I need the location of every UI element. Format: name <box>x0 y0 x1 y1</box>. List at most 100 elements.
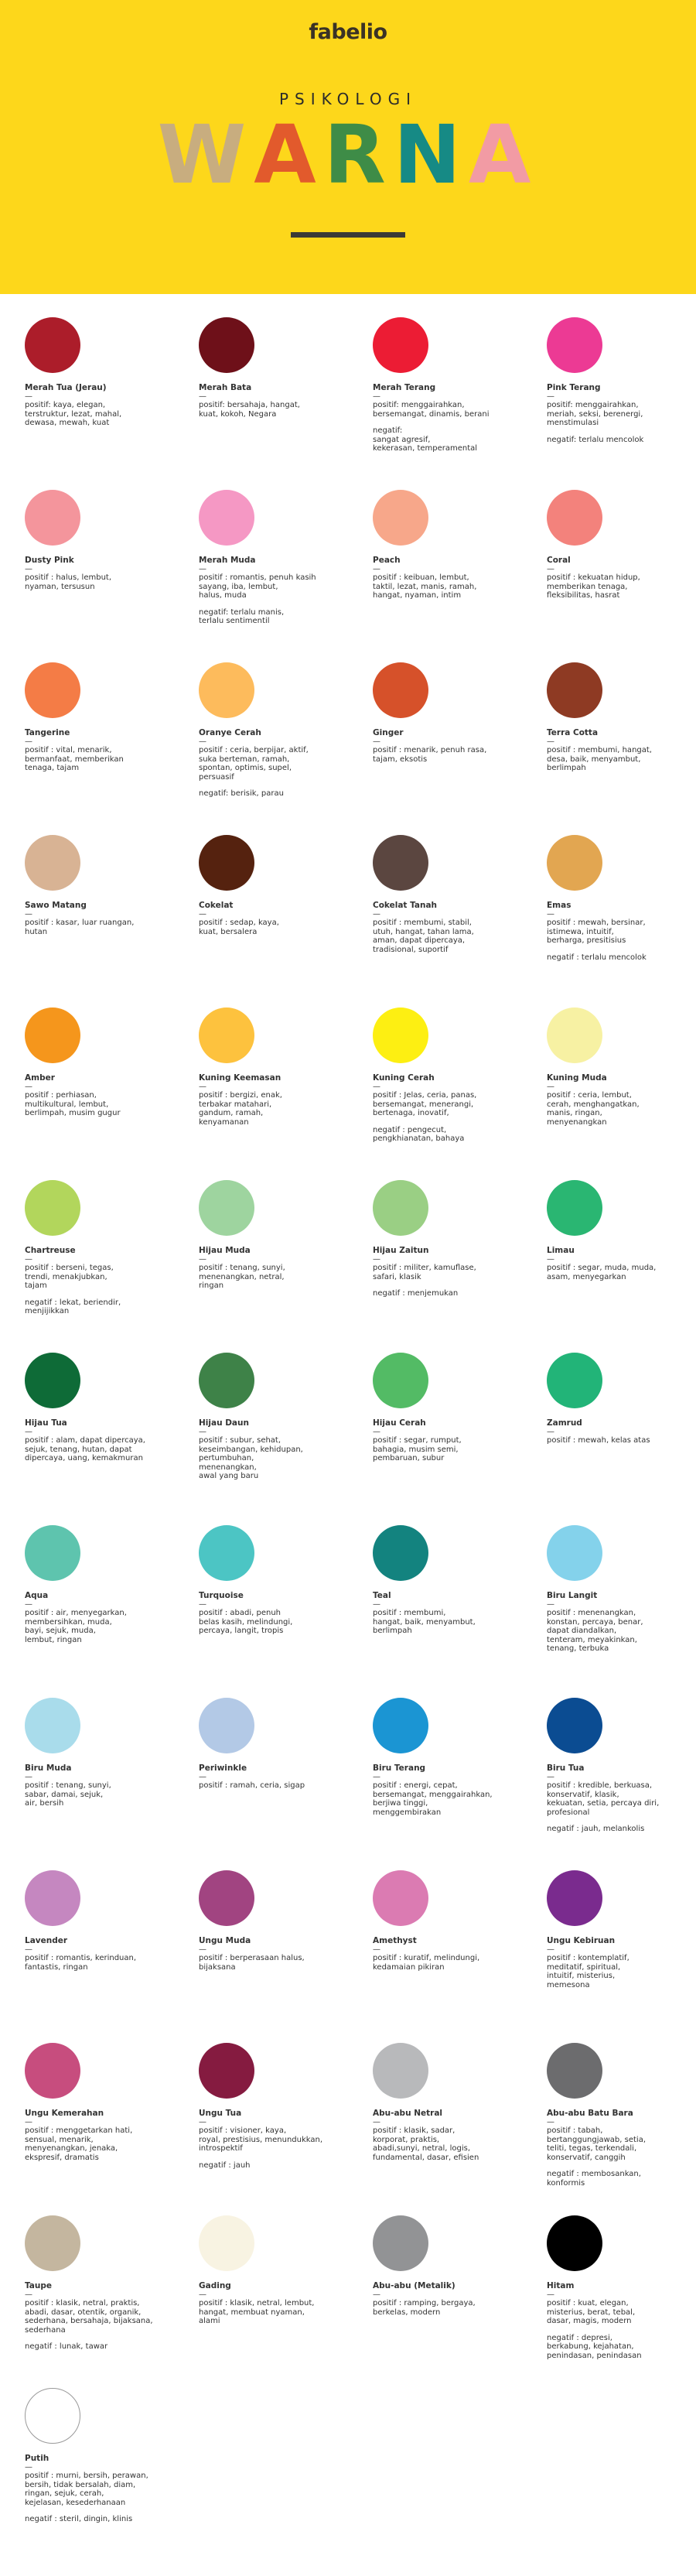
name-divider: — <box>25 1255 32 1264</box>
page-title: WARNA <box>0 115 696 195</box>
color-card: Zamrud — positif : mewah, kelas atas <box>547 1353 696 1445</box>
name-divider: — <box>373 1083 380 1091</box>
color-swatch <box>25 2388 80 2444</box>
color-name: Biru Muda <box>25 1764 72 1773</box>
positive-traits: positif : tenang, sunyi, menenangkan, ne… <box>199 1264 285 1290</box>
name-divider: — <box>373 1600 380 1609</box>
name-divider: — <box>547 1255 554 1264</box>
color-card: Kuning Cerah — positif : Jelas, ceria, pan… <box>373 1007 535 1144</box>
color-card: Abu-abu Batu Bara — positif : tabah, berta… <box>547 2043 696 2188</box>
name-divider: — <box>547 2290 554 2299</box>
name-divider: — <box>373 2290 380 2299</box>
positive-traits: positif : romantis, penuh kasih sayang, … <box>199 573 316 600</box>
color-swatch <box>25 2043 80 2099</box>
negative-traits: negatif : terlalu mencolok <box>547 953 647 962</box>
color-name: Kuning Keemasan <box>199 1073 281 1083</box>
color-name: Hijau Muda <box>199 1246 251 1255</box>
color-card: Cokelat — positif : sedap, kaya, kuat, ber… <box>199 835 361 936</box>
color-grid <box>0 294 696 316</box>
title-underline <box>291 232 405 238</box>
positive-traits: positif : murni, bersih, perawan, bersih… <box>25 2472 148 2507</box>
header-banner: fabelio PSIKOLOGI WARNA <box>0 0 696 294</box>
color-card: Abu-abu (Metalik) — positif : ramping, ber… <box>373 2215 535 2317</box>
color-swatch <box>25 490 80 546</box>
color-name: Peach <box>373 556 401 565</box>
name-divider: — <box>25 1428 32 1436</box>
color-name: Oranye Cerah <box>199 728 261 737</box>
color-name: Chartreuse <box>25 1246 76 1255</box>
positive-traits: positif : berperasaan halus, bijaksana <box>199 1954 305 1972</box>
color-swatch <box>199 490 254 546</box>
color-name: Taupe <box>25 2281 53 2290</box>
color-card: Ungu Muda — positif : berperasaan halus, b… <box>199 1870 361 1972</box>
name-divider: — <box>547 1600 554 1609</box>
name-divider: — <box>199 1255 206 1264</box>
negative-traits: negatif : jauh, melankolis <box>547 1825 645 1833</box>
color-card: Abu-abu Netral — positif : klasik, sadar, … <box>373 2043 535 2162</box>
color-card: Hijau Muda — positif : tenang, sunyi, mene… <box>199 1180 361 1291</box>
color-name: Hijau Cerah <box>373 1418 426 1428</box>
color-card: Hijau Cerah — positif : segar, rumput, bah… <box>373 1353 535 1463</box>
color-name: Aqua <box>25 1591 49 1600</box>
color-swatch <box>547 1007 602 1063</box>
name-divider: — <box>199 2118 206 2126</box>
positive-traits: positif : abadi, penuh belas kasih, meli… <box>199 1609 293 1635</box>
positive-traits: positif : menggetarkan hati, sensual, me… <box>25 2126 133 2162</box>
title-letter: A <box>468 108 539 202</box>
color-name: Merah Bata <box>199 383 252 392</box>
color-swatch <box>199 1353 254 1408</box>
name-divider: — <box>547 2118 554 2126</box>
positive-traits: positif : militer, kamuflase, safari, kl… <box>373 1264 476 1281</box>
name-divider: — <box>373 1428 380 1436</box>
name-divider: — <box>373 565 380 573</box>
name-divider: — <box>199 1600 206 1609</box>
negative-traits: negatif : lunak, tawar <box>25 2342 108 2351</box>
name-divider: — <box>547 1773 554 1781</box>
color-name: Ungu Kebiruan <box>547 1936 616 1945</box>
name-divider: — <box>25 392 32 401</box>
color-swatch <box>547 2043 602 2099</box>
color-name: Teal <box>373 1591 391 1600</box>
color-card: Dusty Pink — positif : halus, lembut, nyam… <box>25 490 187 591</box>
color-name: Emas <box>547 901 571 910</box>
color-name: Zamrud <box>547 1418 582 1428</box>
negative-traits: negatif : steril, dingin, klinis <box>25 2515 133 2523</box>
color-card: Merah Bata — positif: bersahaja, hangat, k… <box>199 317 361 419</box>
positive-traits: positif : tabah, bertanggungjawab, setia… <box>547 2126 647 2162</box>
color-name: Cokelat <box>199 901 234 910</box>
color-swatch <box>547 1353 602 1408</box>
name-divider: — <box>373 1945 380 1954</box>
positive-traits: positif : segar, rumput, bahagia, musim … <box>373 1436 462 1462</box>
name-divider: — <box>373 910 380 919</box>
color-card: Putih — positif : murni, bersih, perawan, … <box>25 2388 187 2524</box>
name-divider: — <box>199 1945 206 1954</box>
color-card: Oranye Cerah — positif : ceria, berpijar, … <box>199 662 361 799</box>
color-swatch <box>547 490 602 546</box>
color-name: Dusty Pink <box>25 556 74 565</box>
name-divider: — <box>547 1083 554 1091</box>
positive-traits: positif : kasar, luar ruangan, hutan <box>25 919 135 936</box>
color-name: Hitam <box>547 2281 575 2290</box>
name-divider: — <box>199 910 206 919</box>
color-card: Cokelat Tanah — positif : membumi, stabil,… <box>373 835 535 954</box>
color-name: Abu-abu (Metalik) <box>373 2281 455 2290</box>
color-card: Merah Muda — positif : romantis, penuh kas… <box>199 490 361 626</box>
color-card: Ginger — positif : menarik, penuh rasa, ta… <box>373 662 535 764</box>
positive-traits: positif : klasik, netral, lembut, hangat… <box>199 2299 315 2325</box>
color-card: Gading — positif : klasik, netral, lembut,… <box>199 2215 361 2326</box>
positive-traits: positif : kredible, berkuasa, konservati… <box>547 1781 660 1817</box>
color-name: Hijau Daun <box>199 1418 249 1428</box>
negative-traits: negatif : membosankan, konformis <box>547 2170 641 2188</box>
name-divider: — <box>547 392 554 401</box>
positive-traits: positif : menarik, penuh rasa, tajam, ek… <box>373 746 487 764</box>
name-divider: — <box>373 737 380 746</box>
color-card: Hitam — positif : kuat, elegan, misterius,… <box>547 2215 696 2360</box>
color-swatch <box>25 1698 80 1753</box>
color-name: Kuning Cerah <box>373 1073 435 1083</box>
color-swatch <box>547 1870 602 1926</box>
color-name: Ungu Muda <box>199 1936 251 1945</box>
color-name: Biru Langit <box>547 1591 598 1600</box>
color-card: Merah Tua (Jerau) — positif: kaya, elegan,… <box>25 317 187 428</box>
color-card: Amber — positif : perhiasan, multikultural… <box>25 1007 187 1118</box>
color-name: Ginger <box>373 728 404 737</box>
